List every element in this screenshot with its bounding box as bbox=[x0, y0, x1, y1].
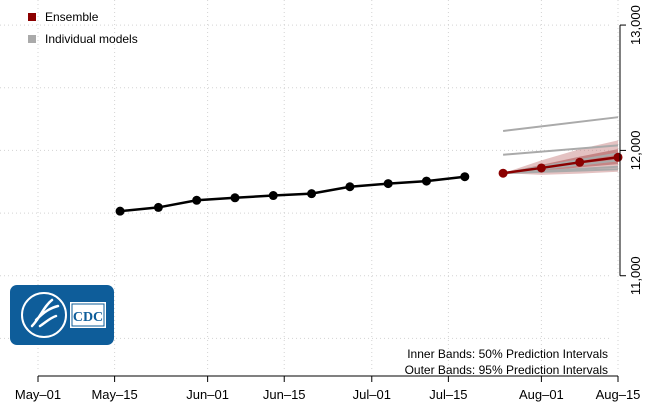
x-tick-label-3: Jun–15 bbox=[263, 387, 306, 402]
legend-label-ensemble: Ensemble bbox=[45, 10, 99, 24]
observed-point-4 bbox=[269, 191, 278, 200]
x-tick-label-2: Jun–01 bbox=[186, 387, 229, 402]
ensemble-point-2 bbox=[575, 158, 584, 167]
x-tick-label-1: May–15 bbox=[91, 387, 137, 402]
observed-point-6 bbox=[345, 182, 354, 191]
legend-swatch-individual-models bbox=[28, 35, 36, 43]
observed-point-3 bbox=[230, 193, 239, 202]
ensemble-point-1 bbox=[537, 163, 546, 172]
ensemble-point-0 bbox=[499, 169, 508, 178]
y-tick-label-0: 11,000 bbox=[628, 256, 643, 295]
x-tick-label-0: May–01 bbox=[15, 387, 61, 402]
legend-label-individual-models: Individual models bbox=[45, 32, 138, 46]
observed-point-1 bbox=[154, 203, 163, 212]
x-tick-label-5: Jul–15 bbox=[429, 387, 467, 402]
observed-point-0 bbox=[116, 207, 125, 216]
cdc-logo-text: CDC bbox=[73, 310, 103, 325]
prediction-interval-notes: Inner Bands: 50% Prediction Intervals Ou… bbox=[405, 347, 608, 377]
y-tick-label-1: 12,000 bbox=[628, 131, 643, 171]
observed-point-8 bbox=[422, 177, 431, 186]
y-tick-label-2: 13,000 bbox=[628, 5, 643, 45]
individual-model-line-0 bbox=[503, 117, 618, 131]
legend: Ensemble Individual models bbox=[28, 10, 138, 46]
inner-bands-note: Inner Bands: 50% Prediction Intervals bbox=[407, 347, 608, 361]
observed-point-2 bbox=[192, 196, 201, 205]
observed-point-9 bbox=[460, 172, 469, 181]
x-tick-label-7: Aug–15 bbox=[596, 387, 641, 402]
observed-line bbox=[120, 177, 465, 211]
cdc-logo: CDC bbox=[10, 285, 114, 345]
observed-point-7 bbox=[384, 179, 393, 188]
outer-bands-note: Outer Bands: 95% Prediction Intervals bbox=[405, 363, 608, 377]
x-tick-label-4: Jul–01 bbox=[353, 387, 391, 402]
x-tick-label-6: Aug–01 bbox=[519, 387, 564, 402]
legend-swatch-ensemble bbox=[28, 13, 36, 21]
observed-point-5 bbox=[307, 189, 316, 198]
ensemble-point-3 bbox=[614, 153, 623, 162]
